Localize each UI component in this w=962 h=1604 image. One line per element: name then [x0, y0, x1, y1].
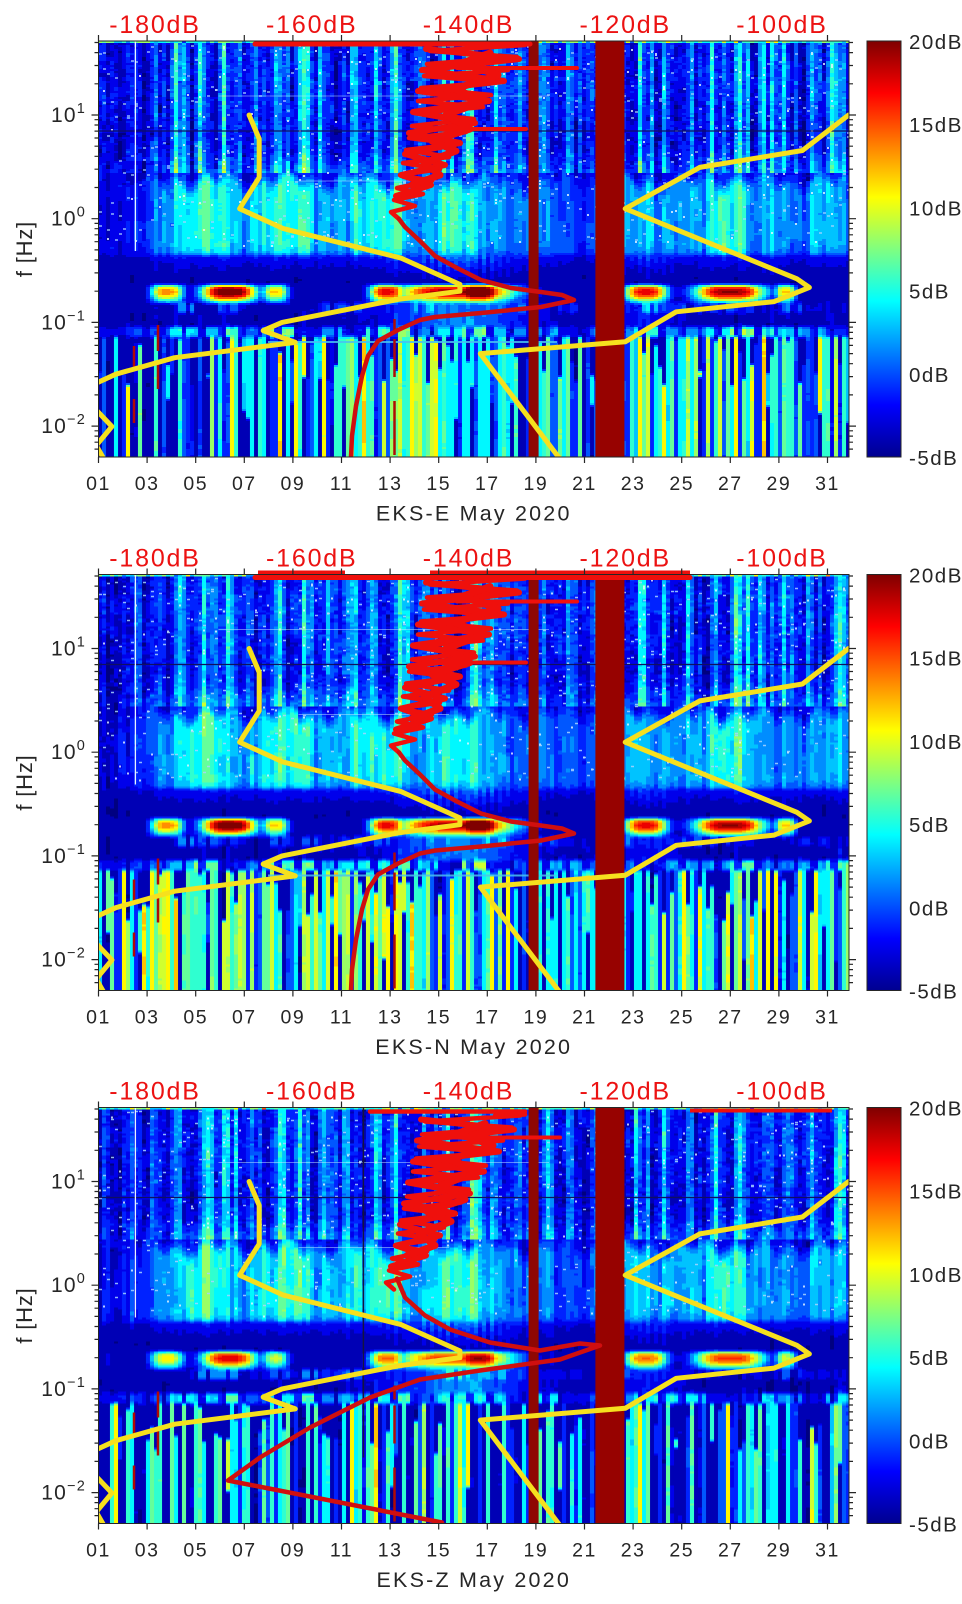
svg-text:EKS-N May 2020: EKS-N May 2020	[375, 1035, 572, 1059]
svg-text:-100dB: -100dB	[736, 11, 827, 39]
svg-text:10−2: 10−2	[41, 412, 86, 438]
svg-text:23: 23	[621, 1540, 646, 1562]
svg-text:09: 09	[281, 1007, 306, 1029]
svg-text:20dB: 20dB	[909, 31, 962, 54]
svg-text:21: 21	[572, 473, 597, 495]
svg-text:f [Hz]: f [Hz]	[12, 221, 37, 277]
svg-text:23: 23	[621, 473, 646, 495]
svg-text:11: 11	[330, 1007, 353, 1029]
svg-text:15: 15	[426, 1007, 451, 1029]
svg-text:5dB: 5dB	[909, 1347, 950, 1370]
svg-text:-5dB: -5dB	[909, 447, 958, 470]
svg-text:-140dB: -140dB	[423, 1078, 514, 1106]
svg-text:05: 05	[183, 473, 208, 495]
svg-text:27: 27	[718, 1540, 743, 1562]
svg-text:29: 29	[767, 473, 792, 495]
svg-text:15dB: 15dB	[909, 648, 962, 671]
svg-text:-180dB: -180dB	[109, 545, 200, 573]
svg-text:-160dB: -160dB	[266, 1078, 357, 1106]
svg-text:01: 01	[86, 1007, 111, 1029]
svg-text:15dB: 15dB	[909, 1181, 962, 1204]
svg-text:-160dB: -160dB	[266, 545, 357, 573]
svg-text:01: 01	[86, 473, 111, 495]
svg-text:10−1: 10−1	[41, 1375, 86, 1401]
svg-text:5dB: 5dB	[909, 814, 950, 837]
svg-text:15: 15	[426, 473, 451, 495]
svg-text:03: 03	[135, 1540, 160, 1562]
svg-text:19: 19	[524, 1540, 549, 1562]
svg-text:0dB: 0dB	[909, 1430, 950, 1453]
svg-text:25: 25	[669, 473, 694, 495]
svg-text:27: 27	[718, 473, 743, 495]
svg-text:25: 25	[669, 1540, 694, 1562]
svg-text:-140dB: -140dB	[423, 545, 514, 573]
svg-text:09: 09	[281, 473, 306, 495]
svg-text:17: 17	[475, 1540, 500, 1562]
svg-text:-100dB: -100dB	[736, 1078, 827, 1106]
svg-text:0dB: 0dB	[909, 364, 950, 387]
svg-text:17: 17	[475, 473, 500, 495]
svg-text:11: 11	[330, 1540, 353, 1562]
svg-text:13: 13	[378, 473, 403, 495]
svg-text:5dB: 5dB	[909, 281, 950, 304]
svg-text:27: 27	[718, 1007, 743, 1029]
svg-text:-120dB: -120dB	[580, 545, 671, 573]
svg-text:11: 11	[330, 473, 353, 495]
svg-text:01: 01	[86, 1540, 111, 1562]
svg-text:101: 101	[51, 101, 86, 127]
svg-text:-100dB: -100dB	[736, 545, 827, 573]
svg-text:-5dB: -5dB	[909, 981, 958, 1004]
svg-text:07: 07	[232, 1540, 257, 1562]
svg-text:31: 31	[815, 1540, 840, 1562]
svg-text:100: 100	[51, 738, 86, 764]
svg-text:10dB: 10dB	[909, 197, 962, 220]
svg-text:10dB: 10dB	[909, 731, 962, 754]
svg-text:03: 03	[135, 473, 160, 495]
svg-text:23: 23	[621, 1007, 646, 1029]
svg-text:31: 31	[815, 1007, 840, 1029]
svg-text:15dB: 15dB	[909, 114, 962, 137]
svg-text:29: 29	[767, 1540, 792, 1562]
svg-text:09: 09	[281, 1540, 306, 1562]
svg-text:10−2: 10−2	[41, 1479, 86, 1505]
svg-text:13: 13	[378, 1540, 403, 1562]
svg-text:0dB: 0dB	[909, 897, 950, 920]
svg-text:EKS-E May 2020: EKS-E May 2020	[376, 502, 572, 526]
svg-text:29: 29	[767, 1007, 792, 1029]
svg-text:07: 07	[232, 473, 257, 495]
svg-text:10dB: 10dB	[909, 1264, 962, 1287]
svg-text:17: 17	[475, 1007, 500, 1029]
svg-text:20dB: 20dB	[909, 565, 962, 588]
svg-text:-180dB: -180dB	[109, 11, 200, 39]
svg-text:31: 31	[815, 473, 840, 495]
svg-text:07: 07	[232, 1007, 257, 1029]
svg-text:f [Hz]: f [Hz]	[12, 1287, 37, 1343]
svg-text:21: 21	[572, 1540, 597, 1562]
svg-text:19: 19	[524, 1007, 549, 1029]
svg-text:-120dB: -120dB	[580, 1078, 671, 1106]
svg-text:-160dB: -160dB	[266, 11, 357, 39]
svg-text:05: 05	[183, 1540, 208, 1562]
svg-text:20dB: 20dB	[909, 1098, 962, 1121]
svg-text:25: 25	[669, 1007, 694, 1029]
svg-text:03: 03	[135, 1007, 160, 1029]
svg-text:05: 05	[183, 1007, 208, 1029]
svg-text:-180dB: -180dB	[109, 1078, 200, 1106]
svg-text:-5dB: -5dB	[909, 1514, 958, 1537]
svg-text:21: 21	[572, 1007, 597, 1029]
svg-text:13: 13	[378, 1007, 403, 1029]
svg-text:19: 19	[524, 473, 549, 495]
svg-text:-120dB: -120dB	[580, 11, 671, 39]
svg-text:f [Hz]: f [Hz]	[12, 754, 37, 810]
svg-text:10−2: 10−2	[41, 946, 86, 972]
svg-text:15: 15	[426, 1540, 451, 1562]
svg-text:-140dB: -140dB	[423, 11, 514, 39]
svg-text:EKS-Z May 2020: EKS-Z May 2020	[376, 1568, 571, 1592]
